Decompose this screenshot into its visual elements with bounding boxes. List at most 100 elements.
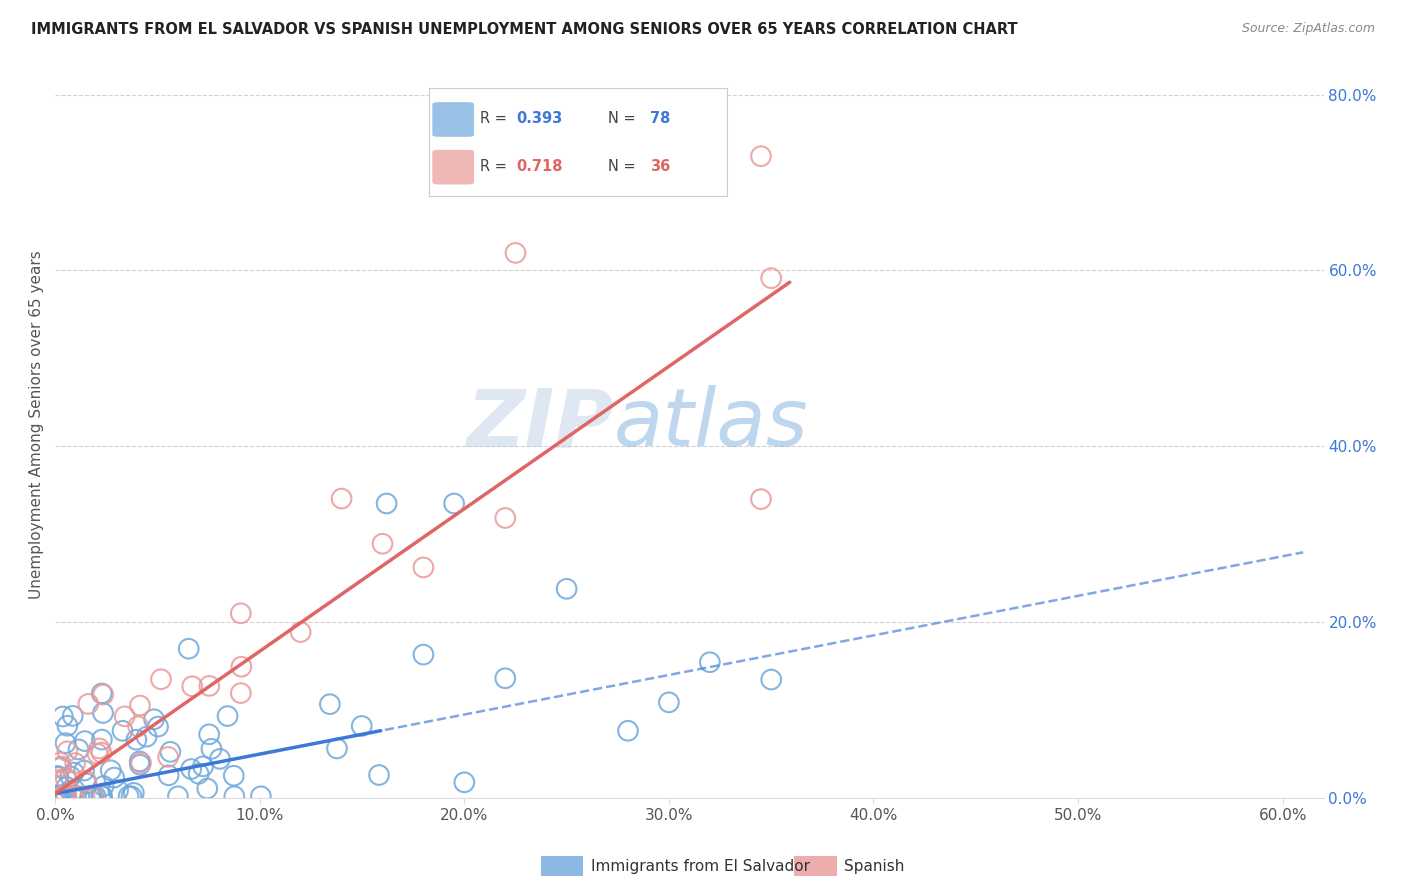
Point xyxy=(73,764,96,778)
Point xyxy=(150,672,173,686)
Point xyxy=(617,723,640,738)
Point xyxy=(55,788,77,802)
Point xyxy=(505,246,527,260)
Point xyxy=(208,752,231,766)
Point xyxy=(49,756,72,770)
Point xyxy=(749,149,772,163)
Point xyxy=(49,761,72,775)
Point xyxy=(62,709,84,723)
Point xyxy=(159,745,181,759)
Text: atlas: atlas xyxy=(613,385,808,463)
Point xyxy=(129,698,152,713)
Point xyxy=(167,789,190,804)
Point xyxy=(75,776,97,790)
Point xyxy=(55,780,77,794)
Point xyxy=(77,697,100,711)
Point xyxy=(658,695,681,709)
Text: Source: ZipAtlas.com: Source: ZipAtlas.com xyxy=(1241,22,1375,36)
Point xyxy=(52,789,75,804)
Point xyxy=(103,771,125,785)
Point xyxy=(46,789,69,804)
Point xyxy=(48,789,70,804)
Point xyxy=(55,736,77,750)
Point xyxy=(217,709,239,723)
Point xyxy=(93,779,115,793)
Point xyxy=(146,720,169,734)
Point xyxy=(73,734,96,748)
Point xyxy=(453,775,475,789)
Point xyxy=(143,712,166,726)
Text: Immigrants from El Salvador: Immigrants from El Salvador xyxy=(591,859,810,873)
Point xyxy=(127,719,149,733)
Point xyxy=(82,789,104,804)
Point xyxy=(229,607,252,621)
Point xyxy=(82,789,104,804)
Point xyxy=(125,732,148,747)
Point xyxy=(200,742,222,756)
Point xyxy=(231,659,253,673)
Point xyxy=(89,741,111,756)
Point xyxy=(62,789,84,804)
Point xyxy=(181,679,204,693)
Point xyxy=(51,759,73,773)
Point xyxy=(100,764,122,778)
Point xyxy=(79,789,101,804)
Point xyxy=(90,686,112,700)
Point xyxy=(53,789,76,804)
Text: IMMIGRANTS FROM EL SALVADOR VS SPANISH UNEMPLOYMENT AMONG SENIORS OVER 65 YEARS : IMMIGRANTS FROM EL SALVADOR VS SPANISH U… xyxy=(31,22,1018,37)
Point xyxy=(198,727,221,741)
Point xyxy=(177,641,200,656)
Point xyxy=(191,759,214,773)
Point xyxy=(187,766,209,780)
Point xyxy=(129,757,152,772)
Point xyxy=(412,560,434,574)
Point xyxy=(128,755,150,769)
Point xyxy=(195,781,218,796)
Point xyxy=(699,655,721,669)
Point xyxy=(91,789,114,804)
Point xyxy=(63,782,86,797)
Point xyxy=(55,771,77,785)
Point xyxy=(319,697,342,711)
Point xyxy=(91,688,114,702)
Point xyxy=(52,789,75,804)
Point xyxy=(90,732,112,747)
Y-axis label: Unemployment Among Seniors over 65 years: Unemployment Among Seniors over 65 years xyxy=(30,250,44,599)
Text: ZIP: ZIP xyxy=(465,385,613,463)
Point xyxy=(494,511,516,525)
Point xyxy=(290,625,312,640)
Point xyxy=(129,756,152,770)
Point xyxy=(56,719,79,733)
Point xyxy=(46,769,69,783)
Point xyxy=(90,789,112,803)
Point xyxy=(326,741,349,756)
Point xyxy=(82,789,104,804)
Point xyxy=(67,742,90,756)
Point xyxy=(90,746,112,760)
Point xyxy=(229,686,252,700)
Point xyxy=(107,783,129,797)
Point xyxy=(375,496,398,510)
Point xyxy=(91,706,114,720)
Point xyxy=(63,756,86,770)
Point xyxy=(222,769,245,783)
Point xyxy=(157,750,180,764)
Text: Spanish: Spanish xyxy=(844,859,904,873)
Point xyxy=(135,730,157,744)
Point xyxy=(224,789,246,804)
Point xyxy=(443,496,465,510)
Point xyxy=(59,769,82,783)
Point xyxy=(250,789,273,804)
Point xyxy=(371,537,394,551)
Point xyxy=(46,789,69,804)
Point xyxy=(86,747,108,761)
Point xyxy=(412,648,434,662)
Point xyxy=(350,719,373,733)
Point xyxy=(60,789,83,804)
Point xyxy=(46,773,69,788)
Point xyxy=(82,789,104,804)
Point xyxy=(368,768,391,782)
Point xyxy=(330,491,353,506)
Point xyxy=(62,765,84,780)
Point xyxy=(121,789,143,804)
